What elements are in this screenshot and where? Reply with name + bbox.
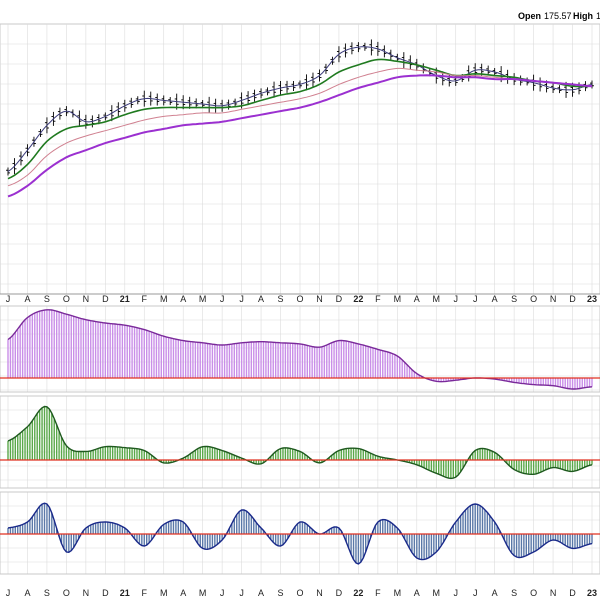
- x-tick-label-bottom: O: [63, 588, 70, 598]
- x-tick-label-bottom: J: [6, 588, 11, 598]
- x-tick-label: A: [414, 294, 420, 304]
- ma-fast-line: [7, 46, 593, 173]
- x-tick-label: J: [239, 294, 244, 304]
- x-tick-label: S: [44, 294, 50, 304]
- x-tick-label-bottom: M: [394, 588, 402, 598]
- x-tick-label-bottom: 22: [353, 588, 363, 598]
- x-tick-label: O: [296, 294, 303, 304]
- x-tick-label: O: [63, 294, 70, 304]
- grid: [0, 24, 600, 575]
- x-tick-label-bottom: S: [511, 588, 517, 598]
- x-tick-label-bottom: D: [336, 588, 343, 598]
- x-tick-label-bottom: A: [414, 588, 420, 598]
- high-label: High: [573, 11, 593, 21]
- x-tick-label-bottom: F: [142, 588, 148, 598]
- x-tick-label: A: [180, 294, 186, 304]
- x-tick-label: N: [83, 294, 90, 304]
- ohlc-header: Open 175.57 High 17: [518, 11, 600, 21]
- x-tick-label: S: [511, 294, 517, 304]
- x-tick-label-bottom: D: [569, 588, 576, 598]
- x-tick-label-bottom: N: [550, 588, 557, 598]
- x-tick-label-bottom: A: [180, 588, 186, 598]
- x-tick-label-bottom: J: [239, 588, 244, 598]
- x-tick-label-bottom: M: [160, 588, 168, 598]
- x-tick-label: D: [102, 294, 109, 304]
- x-tick-label: M: [160, 294, 168, 304]
- x-tick-label: A: [492, 294, 498, 304]
- x-tick-label-bottom: A: [24, 588, 30, 598]
- x-tick-label-bottom: A: [492, 588, 498, 598]
- x-axis: J A S O N D 21 F M A M J J A S O N D 22 F M A M J J A S O N D 23 J A S O N D…: [0, 293, 600, 598]
- open-value: 175.57: [544, 11, 572, 21]
- x-tick-label: 23: [587, 294, 597, 304]
- panel-frame: [0, 395, 600, 489]
- ma-green-line: [7, 58, 593, 180]
- x-tick-label-bottom: N: [83, 588, 90, 598]
- x-tick-label: J: [6, 294, 11, 304]
- x-tick-label-bottom: S: [44, 588, 50, 598]
- x-tick-label: M: [394, 294, 402, 304]
- x-tick-label: 22: [353, 294, 363, 304]
- x-tick-label-bottom: 23: [587, 588, 597, 598]
- x-tick-label: J: [473, 294, 478, 304]
- x-tick-label-bottom: M: [433, 588, 441, 598]
- x-tick-label: J: [453, 294, 458, 304]
- panel-frame: [0, 491, 600, 575]
- indicator-1-panel: [0, 309, 600, 390]
- x-tick-label: D: [336, 294, 343, 304]
- x-tick-label: D: [569, 294, 576, 304]
- x-tick-label: F: [142, 294, 148, 304]
- indicator-3-line: [7, 502, 593, 565]
- ma-purple-line: [7, 74, 593, 198]
- x-tick-label-bottom: O: [296, 588, 303, 598]
- x-tick-label: S: [278, 294, 284, 304]
- x-tick-label-bottom: D: [102, 588, 109, 598]
- x-tick-label: 21: [120, 294, 130, 304]
- x-tick-label: M: [433, 294, 441, 304]
- x-tick-label-bottom: O: [530, 588, 537, 598]
- x-tick-label-bottom: F: [375, 588, 381, 598]
- x-tick-label: N: [550, 294, 557, 304]
- x-tick-label: A: [24, 294, 30, 304]
- x-tick-label-bottom: 21: [120, 588, 130, 598]
- x-tick-label-bottom: S: [278, 588, 284, 598]
- indicator-3-panel: [0, 502, 600, 565]
- x-tick-label: N: [316, 294, 323, 304]
- x-tick-label-bottom: A: [258, 588, 264, 598]
- high-value: 17: [596, 11, 600, 21]
- indicator-2-panel: [0, 405, 600, 480]
- price-panel: [6, 39, 594, 198]
- x-tick-label: M: [199, 294, 207, 304]
- indicator-1-line: [7, 309, 593, 390]
- panel-frame: [0, 305, 600, 393]
- x-tick-label-bottom: M: [199, 588, 207, 598]
- x-tick-label-bottom: J: [453, 588, 458, 598]
- x-tick-label: O: [530, 294, 537, 304]
- x-tick-label: F: [375, 294, 381, 304]
- x-tick-label: J: [220, 294, 225, 304]
- x-tick-label-bottom: J: [473, 588, 478, 598]
- x-tick-label: A: [258, 294, 264, 304]
- open-label: Open: [518, 11, 541, 21]
- ma-pink-line: [7, 67, 593, 187]
- x-tick-label-bottom: N: [316, 588, 323, 598]
- indicator-2-line: [7, 405, 593, 480]
- x-tick-label-bottom: J: [220, 588, 225, 598]
